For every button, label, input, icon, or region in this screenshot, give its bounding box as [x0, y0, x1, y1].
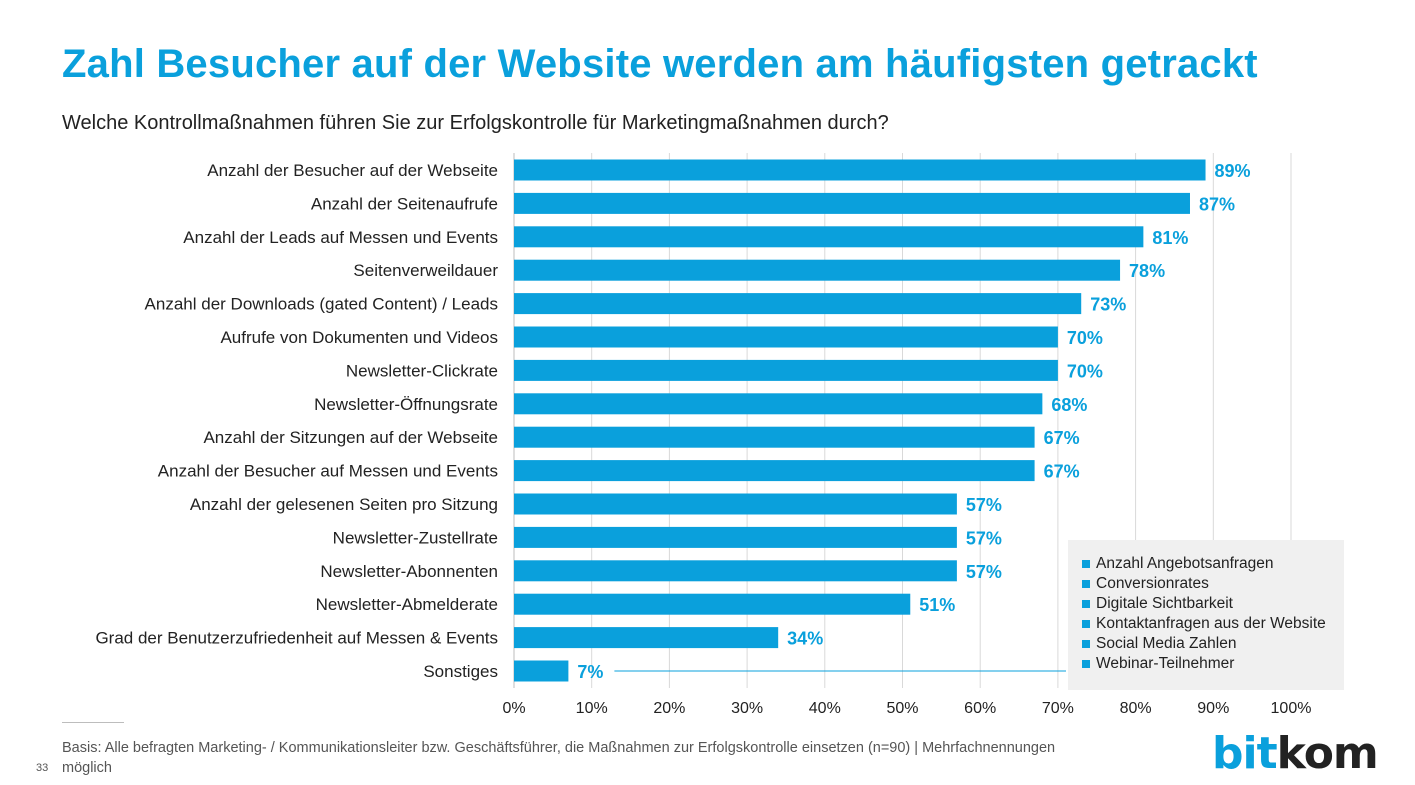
value-label: 70%	[1067, 361, 1103, 381]
legend-item: Digitale Sichtbarkeit	[1082, 594, 1344, 614]
category-label: Newsletter-Zustellrate	[333, 528, 498, 547]
category-label: Sonstiges	[423, 662, 498, 681]
category-label: Newsletter-Clickrate	[346, 361, 498, 380]
value-label: 67%	[1044, 428, 1080, 448]
bar	[514, 627, 779, 649]
bar	[514, 493, 957, 515]
category-label: Newsletter-Öffnungsrate	[314, 395, 498, 414]
bars	[514, 159, 1206, 682]
x-tick-label: 100%	[1271, 700, 1312, 717]
legend-swatch	[1082, 620, 1090, 628]
value-label: 68%	[1051, 395, 1087, 415]
value-label: 73%	[1090, 295, 1126, 315]
value-label: 51%	[919, 595, 955, 615]
legend-swatch	[1082, 600, 1090, 608]
page-number: 33	[36, 762, 49, 774]
bar	[514, 326, 1058, 348]
x-tick-label: 80%	[1120, 700, 1152, 717]
value-label: 34%	[787, 629, 823, 649]
legend-label: Conversionrates	[1096, 575, 1209, 592]
legend-swatch	[1082, 560, 1090, 568]
labels: 0% 10% 20% 30% 40% 50% 60% 70% 80% 90% 100% Anzahl …	[95, 161, 1311, 717]
legend-item: Kontaktanfragen aus der Website	[1082, 614, 1344, 634]
category-label: Anzahl der Seitenaufrufe	[311, 194, 498, 213]
category-label: Newsletter-Abmelderate	[316, 595, 498, 614]
x-tick-label: 40%	[809, 700, 841, 717]
legend-swatch	[1082, 580, 1090, 588]
bar	[514, 660, 569, 682]
legend-swatch	[1082, 640, 1090, 648]
x-tick-label: 90%	[1197, 700, 1229, 717]
chart-subtitle: Welche Kontrollmaßnahmen führen Sie zur …	[62, 112, 889, 134]
legend-list: Anzahl Angebotsanfragen Conversionrates Di…	[1082, 554, 1344, 674]
value-label: 89%	[1215, 161, 1251, 181]
bar	[514, 359, 1058, 381]
bar	[514, 426, 1035, 448]
logo-part-1: bit	[1212, 728, 1278, 779]
category-label: Anzahl der Besucher auf Messen und Event…	[158, 462, 498, 481]
legend-item: Social Media Zahlen	[1082, 634, 1344, 654]
legend-label: Social Media Zahlen	[1096, 635, 1237, 652]
legend-swatch	[1082, 660, 1090, 668]
category-label: Seitenverweildauer	[353, 261, 498, 280]
value-label: 87%	[1199, 194, 1235, 214]
category-label: Grad der Benutzerzufriedenheit auf Messe…	[95, 629, 498, 648]
bar	[514, 393, 1043, 415]
bar	[514, 192, 1190, 214]
bar	[514, 460, 1035, 482]
bar	[514, 293, 1082, 315]
value-label: 78%	[1129, 261, 1165, 281]
value-label: 57%	[966, 528, 1002, 548]
bar	[514, 159, 1206, 181]
x-tick-label: 30%	[731, 700, 763, 717]
value-label: 81%	[1152, 228, 1188, 248]
bar	[514, 526, 957, 548]
bar	[514, 226, 1144, 248]
value-label: 57%	[966, 562, 1002, 582]
bitkom-logo: bitkom	[1212, 728, 1379, 779]
category-label: Anzahl der Downloads (gated Content) / L…	[145, 295, 498, 314]
chart-title: Zahl Besucher auf der Website werden am …	[62, 42, 1258, 86]
bar	[514, 593, 911, 615]
category-label: Newsletter-Abonnenten	[320, 562, 498, 581]
x-tick-label: 70%	[1042, 700, 1074, 717]
x-tick-label: 10%	[576, 700, 608, 717]
category-label: Anzahl der gelesenen Seiten pro Sitzung	[190, 495, 498, 514]
x-tick-label: 50%	[886, 700, 918, 717]
value-label: 67%	[1044, 462, 1080, 482]
value-label: 70%	[1067, 328, 1103, 348]
value-label: 7%	[577, 662, 603, 682]
x-tick-label: 60%	[964, 700, 996, 717]
category-label: Anzahl der Sitzungen auf der Webseite	[203, 428, 498, 447]
x-tick-label: 20%	[653, 700, 685, 717]
x-tick-label: 0%	[502, 700, 525, 717]
legend-label: Kontaktanfragen aus der Website	[1096, 615, 1326, 632]
footer-divider	[62, 722, 124, 723]
logo-part-2: kom	[1276, 728, 1379, 779]
legend-label: Digitale Sichtbarkeit	[1096, 595, 1233, 612]
legend-label: Anzahl Angebotsanfragen	[1096, 555, 1274, 572]
category-label: Anzahl der Besucher auf der Webseite	[207, 161, 498, 180]
footer-basis: Basis: Alle befragten Marketing- / Kommu…	[62, 740, 1056, 776]
value-label: 57%	[966, 495, 1002, 515]
category-label: Anzahl der Leads auf Messen und Events	[183, 228, 498, 247]
legend-item: Conversionrates	[1082, 574, 1344, 594]
legend: Anzahl Angebotsanfragen Conversionrates Di…	[1068, 540, 1344, 690]
legend-item: Webinar-Teilnehmer	[1082, 654, 1344, 674]
bar	[514, 560, 957, 582]
legend-item: Anzahl Angebotsanfragen	[1082, 554, 1344, 574]
category-label: Aufrufe von Dokumenten und Videos	[220, 328, 498, 347]
legend-label: Webinar-Teilnehmer	[1096, 655, 1235, 672]
bar	[514, 259, 1121, 281]
